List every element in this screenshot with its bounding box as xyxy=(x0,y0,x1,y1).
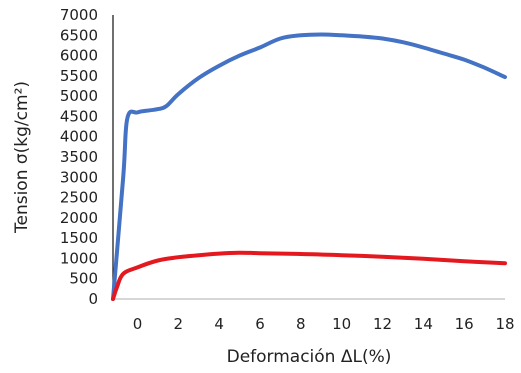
x-tick-label: 10 xyxy=(332,315,351,333)
x-tick-label: 4 xyxy=(214,315,224,333)
x-tick-labels: 0 2 4 6 8 10 12 14 16 18 xyxy=(133,315,515,333)
y-tick-label: 7000 xyxy=(60,6,98,24)
x-tick-label: 14 xyxy=(414,315,433,333)
y-tick-label: 6500 xyxy=(60,26,98,44)
x-tick-label: 8 xyxy=(296,315,306,333)
y-tick-label: 2000 xyxy=(60,209,98,227)
y-tick-label: 1000 xyxy=(60,249,98,267)
x-tick-label: 0 xyxy=(133,315,143,333)
x-tick-label: 6 xyxy=(255,315,265,333)
x-axis-title: Deformación ΔL(%) xyxy=(227,347,392,367)
y-tick-label: 5500 xyxy=(60,67,98,85)
y-tick-label: 500 xyxy=(69,270,98,288)
series-line-1 xyxy=(111,32,507,301)
y-tick-label: 0 xyxy=(88,290,98,308)
y-tick-label: 4500 xyxy=(60,107,98,125)
series-line-2 xyxy=(111,250,507,301)
y-axis-title: Tension σ(kg/cm²) xyxy=(12,81,32,234)
y-tick-label: 6000 xyxy=(60,47,98,65)
series-layer xyxy=(111,32,507,301)
y-tick-label: 5000 xyxy=(60,87,98,105)
y-tick-labels: 0 500 1000 1500 2000 2500 3000 3500 4000 4500 5000… xyxy=(60,6,98,308)
y-tick-label: 3500 xyxy=(60,148,98,166)
x-tick-label: 2 xyxy=(174,315,184,333)
y-tick-label: 1500 xyxy=(60,229,98,247)
x-tick-label: 12 xyxy=(373,315,392,333)
y-tick-label: 2500 xyxy=(60,189,98,207)
y-tick-label: 4000 xyxy=(60,128,98,146)
x-tick-label: 16 xyxy=(455,315,474,333)
x-tick-label: 18 xyxy=(495,315,514,333)
y-tick-label: 3000 xyxy=(60,168,98,186)
